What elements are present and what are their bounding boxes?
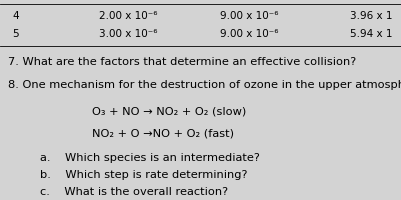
Text: 5.94 x 1: 5.94 x 1 [349,29,391,39]
Text: NO₂ + O →NO + O₂ (fast): NO₂ + O →NO + O₂ (fast) [92,128,234,138]
Text: 2.00 x 10⁻⁶: 2.00 x 10⁻⁶ [99,11,158,21]
Text: 4: 4 [12,11,18,21]
Text: 3.96 x 1: 3.96 x 1 [349,11,391,21]
Text: c.    What is the overall reaction?: c. What is the overall reaction? [40,186,228,196]
Text: O₃ + NO → NO₂ + O₂ (slow): O₃ + NO → NO₂ + O₂ (slow) [92,106,246,116]
Text: 8. One mechanism for the destruction of ozone in the upper atmosphere is: 8. One mechanism for the destruction of … [8,80,401,90]
Text: 7. What are the factors that determine an effective collision?: 7. What are the factors that determine a… [8,57,355,67]
Text: a.    Which species is an intermediate?: a. Which species is an intermediate? [40,152,259,162]
Text: 5: 5 [12,29,18,39]
Text: b.    Which step is rate determining?: b. Which step is rate determining? [40,169,247,179]
Text: 3.00 x 10⁻⁶: 3.00 x 10⁻⁶ [99,29,158,39]
Text: 9.00 x 10⁻⁶: 9.00 x 10⁻⁶ [219,29,278,39]
Text: 9.00 x 10⁻⁶: 9.00 x 10⁻⁶ [219,11,278,21]
